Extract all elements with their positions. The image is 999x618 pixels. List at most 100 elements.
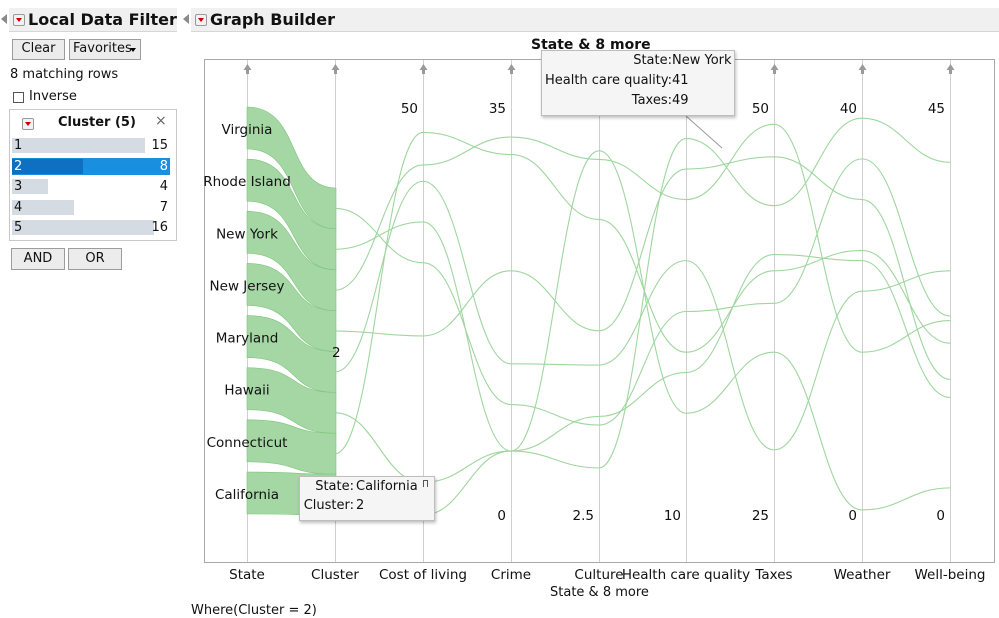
cluster-filter-panel: Cluster (5) × 1 15 2 8 3 4 4 7 5 16: [9, 109, 177, 241]
tooltip-california: State: California Cluster: 2: [299, 476, 435, 521]
axis-tick-label: 25: [752, 508, 769, 524]
axis-drag-arrow-icon: [770, 64, 779, 74]
axis-drag-arrow-icon: [946, 64, 955, 74]
cluster-level-bar: [12, 138, 145, 153]
series-line: [334, 221, 951, 452]
axis-label: Well-being: [915, 567, 986, 583]
cluster-level-label: 5: [14, 220, 23, 235]
axis-label: Cost of living: [379, 567, 467, 583]
cluster-filter-title: Cluster (5): [58, 115, 136, 130]
series-line: [334, 117, 951, 483]
graph-builder-header: Graph Builder: [191, 8, 999, 32]
axis-tick-label: 45: [928, 101, 945, 117]
state-label: Rhode Island: [203, 174, 291, 190]
local-data-filter-title: Local Data Filter: [28, 10, 177, 29]
axis-drag-arrow-icon: [331, 64, 340, 74]
tooltip-hc-value: 41: [672, 73, 689, 88]
state-label: Virginia: [222, 122, 273, 138]
state-label: New Jersey: [210, 278, 285, 294]
inverse-label: Inverse: [29, 89, 77, 104]
series-line: [334, 158, 951, 426]
cluster-level-count: 16: [151, 220, 168, 235]
axis-tick-label: 0: [936, 508, 945, 524]
where-clause: Where(Cluster = 2): [191, 603, 317, 618]
axis-tick-label: 0: [848, 508, 857, 524]
chevron-down-icon: [130, 48, 136, 52]
tooltip-state-label: State:: [315, 479, 354, 494]
axis-tick-label: 40: [840, 101, 857, 117]
matching-rows-text: 8 matching rows: [10, 67, 119, 82]
axis-drag-arrow-icon: [507, 64, 516, 74]
axis-label: Health care quality: [622, 567, 750, 583]
axis-drag-arrow-icon: [858, 64, 867, 74]
cluster-level-row[interactable]: 1 15: [12, 137, 170, 154]
series-line: [334, 150, 951, 516]
state-label: Hawaii: [224, 383, 269, 399]
cluster-level-bar: [12, 220, 154, 235]
axis-tick-label: 35: [489, 101, 506, 117]
tooltip-state-value: New York: [672, 53, 732, 68]
axis-label: Crime: [491, 567, 531, 583]
cluster-level-count: 7: [159, 199, 168, 215]
axis-drag-arrow-icon: [243, 64, 252, 74]
close-icon[interactable]: ×: [155, 113, 167, 129]
collapse-triangle-icon[interactable]: [183, 14, 189, 24]
graph-builder-title: Graph Builder: [210, 10, 335, 29]
cluster-level-bar: [12, 199, 74, 215]
tooltip-tax-label: Taxes:: [631, 93, 672, 108]
state-label: California: [215, 487, 279, 503]
tooltip-leader-line: [685, 115, 723, 149]
cluster-level-label: 1: [14, 138, 23, 153]
red-disclosure-icon[interactable]: [22, 118, 34, 130]
tooltip-new-york: State: New York Health care quality: 41 …: [541, 50, 735, 116]
cluster-level-count: 15: [151, 138, 168, 153]
tooltip-tax-value: 49: [672, 93, 689, 108]
x-axis-title: State & 8 more: [550, 585, 649, 600]
axis-tick-label: 0: [497, 508, 506, 524]
state-label: Maryland: [216, 331, 279, 347]
axis-label: Cluster: [311, 567, 359, 583]
axis-tick-label: 10: [664, 508, 681, 524]
state-label: New York: [216, 226, 278, 242]
tooltip-state-value: California: [356, 479, 418, 494]
and-button[interactable]: AND: [11, 248, 65, 270]
series-line: [334, 123, 951, 353]
axis-label: Culture: [574, 567, 623, 583]
red-disclosure-icon[interactable]: [195, 14, 207, 26]
cluster-level-label: 4: [14, 199, 23, 215]
tooltip-cluster-value: 2: [356, 498, 365, 513]
axis-drag-arrow-icon: [419, 64, 428, 74]
series-line: [334, 131, 951, 455]
clear-button[interactable]: Clear: [12, 39, 65, 60]
collapse-triangle-icon[interactable]: [1, 14, 7, 24]
red-disclosure-icon[interactable]: [13, 14, 25, 26]
cluster-level-row[interactable]: 5 16: [12, 219, 170, 236]
axis-tick-label: 2.5: [573, 508, 594, 524]
cluster-value-label: 2: [332, 345, 341, 361]
axis-label: Taxes: [754, 567, 792, 583]
cluster-level-bar: [12, 179, 48, 194]
cluster-level-count: 8: [159, 158, 168, 174]
axis-label: Weather: [834, 567, 891, 583]
pin-icon[interactable]: [423, 480, 428, 487]
series-line: [334, 180, 951, 451]
or-button[interactable]: OR: [68, 248, 122, 270]
graph-title: State & 8 more: [531, 37, 651, 53]
local-data-filter-header: Local Data Filter: [9, 8, 177, 32]
favorites-dropdown[interactable]: Favorites: [69, 39, 141, 60]
axis-tick-label: 50: [401, 101, 418, 117]
cluster-level-label: 2: [14, 158, 23, 174]
favorites-label: Favorites: [73, 41, 132, 56]
cluster-level-count: 4: [159, 179, 168, 194]
tooltip-hc-label: Health care quality:: [544, 73, 672, 88]
tooltip-state-label: State:: [633, 53, 672, 68]
inverse-checkbox[interactable]: [13, 92, 24, 103]
axis-tick-label: 50: [752, 101, 769, 117]
axis-label: State: [229, 567, 265, 583]
cluster-level-bar: [12, 158, 83, 174]
tooltip-cluster-label: Cluster:: [303, 498, 354, 513]
